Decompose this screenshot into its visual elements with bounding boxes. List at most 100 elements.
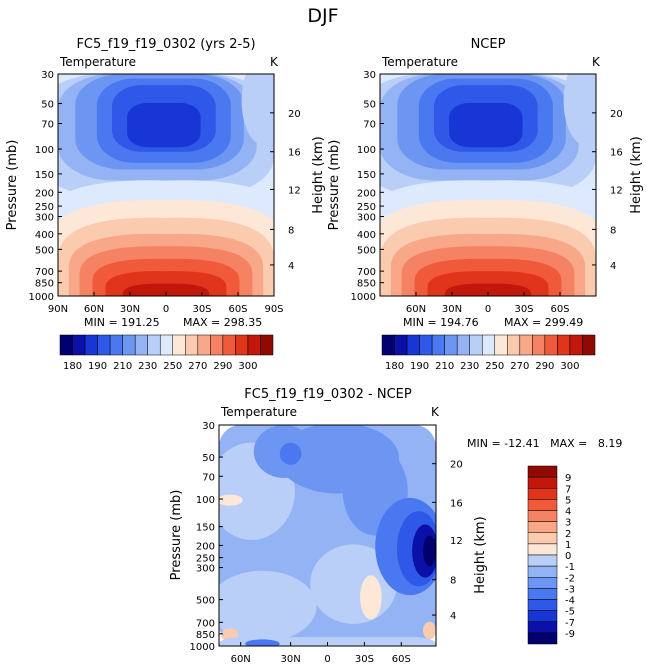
colorbar-swatch: [527, 543, 558, 556]
colorbar-swatch: [235, 334, 249, 356]
colorbar-swatch: [527, 610, 558, 622]
x-ticks: 60N 30N 0 30S 60S: [231, 642, 411, 665]
x-ticks: 60N 30N 0 30S 60S: [406, 292, 570, 315]
x-tick-label: 60N: [84, 304, 104, 315]
y-tick-label: 250: [357, 202, 376, 213]
y-axis-label: Pressure (mb): [327, 140, 342, 231]
y-tick-label: 50: [41, 100, 54, 111]
colorbar-swatch: [147, 334, 161, 356]
colorbar-swatch: [527, 476, 558, 489]
colorbar-swatch: [582, 334, 596, 356]
contour-band: [279, 442, 302, 465]
contour-band: [360, 575, 382, 620]
y-right-axis-label: Height (km): [473, 516, 488, 593]
y-tick-label: 70: [202, 472, 215, 483]
colorbar-swatch: [527, 599, 558, 611]
colorbar-swatch: [247, 334, 261, 356]
colorbar-swatch: [394, 334, 408, 356]
y-tick-label: 850: [35, 279, 54, 290]
colorbar-swatch: [134, 334, 148, 356]
colorbar-swatch: [527, 521, 558, 533]
y-right-tick-label: 20: [288, 109, 301, 120]
colorbar-swatch: [527, 532, 558, 545]
contour-band: [219, 570, 317, 642]
colorbar-swatch: [109, 334, 123, 356]
y-tick-label: 200: [196, 541, 215, 552]
y-tick-label: 200: [35, 188, 54, 199]
y-tick-label: 700: [357, 267, 376, 278]
colorbar-label: 230: [460, 361, 479, 372]
colorbar-label: 210: [435, 361, 454, 372]
colorbar-label: 250: [163, 361, 182, 372]
colorbar-label: 300: [238, 361, 257, 372]
y-tick-label: 400: [35, 230, 54, 241]
y-tick-label: 100: [196, 495, 215, 506]
max-label: MAX = 299.49: [504, 316, 583, 329]
colorbar-swatch: [197, 334, 211, 356]
x-tick-label: 30N: [120, 304, 140, 315]
colorbar-label: 270: [188, 361, 207, 372]
colorbar-swatch: [456, 334, 470, 356]
min-label: MIN = 194.76: [403, 316, 479, 329]
colorbar-label: -1: [565, 562, 575, 573]
colorbar-label: 180: [385, 361, 404, 372]
contour-band: [422, 621, 436, 640]
y-tick-label: 850: [196, 630, 215, 641]
contour-band: [127, 102, 201, 148]
y-right-axis-label: Height (km): [629, 136, 644, 213]
colorbar-swatch: [527, 554, 558, 567]
colorbar-label: 180: [63, 361, 82, 372]
colorbar-swatch: [544, 334, 558, 356]
y-tick-label: 100: [35, 145, 54, 156]
colorbar-swatch: [469, 334, 483, 356]
x-tick-label: 0: [324, 654, 330, 665]
colorbar-swatch: [527, 488, 558, 500]
colorbar-label: 230: [138, 361, 157, 372]
y-right-tick-label: 4: [450, 611, 456, 622]
y-tick-label: 700: [35, 267, 54, 278]
y-right-tick-label: 12: [610, 185, 623, 196]
y-right-tick-label: 16: [450, 498, 463, 509]
contour-band: [449, 102, 523, 148]
y-right-tick-label: 20: [450, 460, 463, 471]
colorbar-swatch: [406, 334, 420, 356]
temperature-contours: [380, 74, 596, 296]
variable-label: Temperature: [381, 55, 458, 69]
variable-label: Temperature: [220, 405, 297, 419]
colorbar-swatch: [527, 465, 558, 478]
colorbar-label: 290: [213, 361, 232, 372]
colorbar-swatch: [381, 334, 395, 356]
y-right-tick-label: 20: [610, 109, 623, 120]
y-tick-label: 500: [196, 596, 215, 607]
y-right-axis-label: Height (km): [311, 136, 326, 213]
page-title: DJF: [307, 5, 338, 27]
y-tick-label: 150: [357, 170, 376, 181]
y-right-tick-label: 8: [610, 225, 616, 236]
y-tick-label: 400: [357, 230, 376, 241]
y-tick-label: 300: [357, 213, 376, 224]
units-label: K: [270, 55, 279, 69]
colorbar-swatch: [494, 334, 508, 356]
panel-title: FC5_f19_f19_0302 (yrs 2-5): [76, 37, 255, 52]
colorbar-swatch: [527, 588, 558, 600]
contour-band: [241, 74, 274, 146]
y-right-tick-label: 16: [288, 148, 301, 159]
y-right-ticks: 20 16 12 8 4: [592, 109, 623, 272]
min-label: MIN = 191.25: [84, 316, 160, 329]
y-tick-label: 300: [35, 213, 54, 224]
x-tick-label: 90N: [48, 304, 68, 315]
y-tick-label: 30: [202, 421, 215, 432]
colorbar-label: 4: [565, 507, 571, 518]
colorbar-swatch: [222, 334, 236, 356]
panel-model: FC5_f19_f19_0302 (yrs 2-5) Temperature K…: [5, 37, 326, 372]
y-tick-label: 100: [357, 145, 376, 156]
units-label: K: [431, 405, 440, 419]
contour-band: [219, 494, 243, 506]
colorbar-swatch: [84, 334, 98, 356]
y-tick-label: 250: [196, 554, 215, 565]
colorbar-swatch: [185, 334, 199, 356]
max-label: MAX = 298.35: [183, 316, 262, 329]
